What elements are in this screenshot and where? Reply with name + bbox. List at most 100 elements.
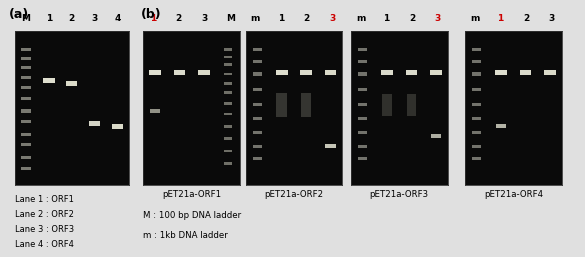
Text: 1: 1: [278, 14, 284, 23]
Bar: [277, 93, 287, 117]
Text: M: M: [22, 14, 30, 23]
Bar: [21, 57, 31, 60]
Bar: [224, 125, 232, 128]
Bar: [89, 121, 100, 125]
Bar: [21, 120, 31, 123]
Bar: [381, 70, 393, 75]
Bar: [253, 103, 261, 106]
Bar: [253, 131, 261, 134]
Bar: [253, 117, 261, 120]
Bar: [472, 117, 481, 120]
Bar: [21, 109, 31, 113]
Bar: [325, 144, 336, 149]
Bar: [472, 88, 481, 91]
Text: M: M: [226, 14, 235, 23]
Text: Lane 1 : ORF1: Lane 1 : ORF1: [15, 195, 74, 204]
Text: Lane 3 : ORF3: Lane 3 : ORF3: [15, 225, 74, 234]
Text: pET21a-ORF3: pET21a-ORF3: [370, 190, 429, 199]
Bar: [21, 76, 31, 79]
Bar: [472, 60, 481, 63]
Text: 2: 2: [409, 14, 415, 23]
Bar: [325, 70, 336, 75]
Bar: [253, 157, 261, 160]
Text: (a): (a): [9, 8, 29, 21]
Bar: [21, 133, 31, 136]
Text: Lane 2 : ORF2: Lane 2 : ORF2: [15, 210, 74, 219]
Bar: [21, 86, 31, 89]
Bar: [472, 72, 481, 76]
Bar: [224, 113, 232, 115]
Bar: [224, 73, 232, 75]
Bar: [43, 78, 54, 83]
Text: m: m: [470, 14, 480, 23]
Bar: [495, 70, 507, 75]
Bar: [358, 48, 367, 51]
Text: 1: 1: [150, 14, 156, 23]
Text: 4: 4: [114, 14, 121, 23]
Bar: [431, 134, 441, 138]
Bar: [149, 70, 161, 75]
Bar: [224, 91, 232, 94]
Bar: [253, 145, 261, 148]
Bar: [472, 103, 481, 106]
Bar: [253, 48, 261, 51]
Text: 3: 3: [201, 14, 208, 23]
Bar: [406, 70, 417, 75]
Text: 3: 3: [549, 14, 555, 23]
Bar: [21, 156, 31, 159]
Bar: [358, 103, 367, 106]
Text: 1: 1: [46, 14, 52, 23]
Bar: [21, 167, 31, 170]
Bar: [276, 70, 287, 75]
Bar: [224, 150, 232, 152]
Bar: [224, 102, 232, 105]
Text: 3: 3: [91, 14, 98, 23]
Bar: [112, 124, 123, 128]
Text: pET21a-ORF4: pET21a-ORF4: [484, 190, 543, 199]
Text: 2: 2: [304, 14, 310, 23]
Text: m : 1kb DNA ladder: m : 1kb DNA ladder: [143, 231, 228, 240]
Text: Lane 4 : ORF4: Lane 4 : ORF4: [15, 240, 74, 249]
Bar: [21, 143, 31, 146]
Bar: [358, 157, 367, 160]
Bar: [520, 70, 531, 75]
Text: m: m: [356, 14, 366, 23]
Bar: [496, 124, 506, 128]
Text: 3: 3: [329, 14, 336, 23]
Bar: [224, 82, 232, 85]
Bar: [358, 131, 367, 134]
Bar: [66, 81, 77, 86]
Bar: [174, 70, 185, 75]
Bar: [21, 48, 31, 51]
Bar: [382, 94, 392, 116]
Text: m: m: [250, 14, 260, 23]
Text: 2: 2: [176, 14, 182, 23]
Bar: [253, 88, 261, 91]
Text: pET21a-ORF2: pET21a-ORF2: [264, 190, 324, 199]
Bar: [544, 70, 556, 75]
Bar: [198, 70, 209, 75]
Bar: [358, 72, 367, 76]
Text: (b): (b): [140, 8, 161, 21]
Bar: [472, 131, 481, 134]
Bar: [472, 157, 481, 160]
Bar: [21, 66, 31, 69]
Bar: [150, 109, 160, 113]
Bar: [224, 137, 232, 140]
Bar: [224, 63, 232, 66]
Bar: [224, 56, 232, 58]
Bar: [358, 60, 367, 63]
Bar: [358, 145, 367, 148]
Text: pET21a-ORF1: pET21a-ORF1: [162, 190, 221, 199]
Bar: [358, 88, 367, 91]
Text: 2: 2: [523, 14, 529, 23]
Bar: [21, 97, 31, 100]
Bar: [253, 72, 261, 76]
Bar: [301, 93, 311, 117]
Bar: [253, 60, 261, 63]
Bar: [224, 48, 232, 51]
Bar: [472, 48, 481, 51]
Bar: [407, 94, 417, 116]
Text: 2: 2: [68, 14, 75, 23]
Text: 3: 3: [435, 14, 441, 23]
